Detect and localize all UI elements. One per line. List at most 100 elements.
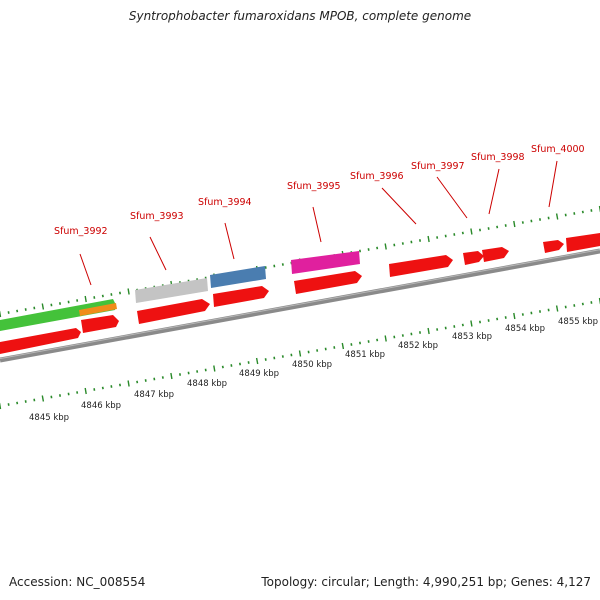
ruler-minor-tick (221, 365, 224, 369)
ruler-minor-tick (316, 349, 319, 352)
genome-backbone (0, 248, 600, 363)
cds-arrow[interactable] (482, 247, 509, 262)
ruler-minor-tick (281, 355, 284, 358)
gene-label[interactable]: Sfum_3995 (287, 181, 341, 192)
cds-arrow[interactable] (213, 286, 269, 307)
cds-arrow[interactable] (463, 251, 484, 265)
ruler-major-tick (513, 312, 516, 320)
ruler-major-tick (555, 305, 559, 312)
scale-label: 4853 kbp (452, 332, 492, 342)
scale-label: 4848 kbp (187, 379, 227, 389)
page-title: Syntrophobacter fumaroxidans MPOB, compl… (128, 9, 472, 23)
ruler-major-tick (427, 235, 430, 243)
scale-label: 4850 kbp (292, 360, 332, 370)
gene-labels: Sfum_3992 Sfum_3993 Sfum_3994 Sfum_3995 Sfum… (54, 144, 585, 237)
ruler-minor-tick (376, 338, 379, 342)
ruler-major-tick (127, 288, 130, 295)
gene-leader-line (436, 176, 468, 219)
scale-label: 4851 kbp (345, 350, 385, 360)
ruler-minor-tick (76, 299, 79, 302)
ruler-major-tick (298, 350, 302, 357)
feature-blue[interactable] (210, 266, 266, 288)
ruler-major-tick (341, 342, 345, 350)
scale-label: 4852 kbp (398, 341, 438, 351)
gene-leader-line (224, 222, 235, 260)
gene-leader-line (548, 160, 558, 208)
ruler-minor-tick (196, 370, 199, 373)
ruler-minor-tick (16, 401, 19, 405)
cds-arrow[interactable] (294, 271, 362, 294)
gene-leaders (79, 160, 558, 286)
ruler-major-tick (555, 213, 559, 220)
gene-label[interactable]: Sfum_3992 (54, 226, 108, 237)
ruler-minor-tick (496, 225, 499, 229)
ruler-major-tick (470, 320, 473, 327)
ruler-major-tick (470, 228, 473, 235)
scale-label: 4854 kbp (505, 324, 545, 334)
ruler-minor-tick (16, 309, 19, 313)
scale-labels: 4845 kbp 4846 kbp 4847 kbp 4848 kbp 4849 kbp… (29, 317, 598, 423)
ruler-minor-tick (436, 236, 439, 239)
cds-arrow[interactable] (0, 328, 81, 354)
ruler-minor-tick (436, 328, 439, 331)
ruler-major-tick (0, 310, 2, 318)
ruler-minor-tick (76, 391, 79, 394)
ruler-major-tick (384, 335, 387, 342)
ruler-major-tick (384, 243, 387, 250)
ruler-major-tick (213, 365, 216, 372)
ruler-minor-tick (401, 334, 404, 337)
cds-arrow[interactable] (137, 299, 210, 324)
scale-label: 4846 kbp (81, 401, 121, 411)
ruler-minor-tick (161, 376, 164, 379)
gene-label[interactable]: Sfum_3998 (471, 152, 525, 163)
cds-track (0, 233, 600, 354)
ruler-minor-tick (401, 242, 404, 245)
ruler-minor-tick (581, 210, 584, 214)
gene-leader-line (312, 206, 322, 243)
gene-label[interactable]: Sfum_3997 (411, 161, 465, 172)
ruler-major-tick (255, 357, 259, 365)
ruler-major-tick (127, 380, 130, 387)
ruler-minor-tick (136, 380, 139, 384)
cds-arrow[interactable] (566, 233, 600, 252)
scale-label: 4855 kbp (558, 317, 598, 327)
feature-orange[interactable] (79, 303, 117, 316)
feature-gray[interactable] (135, 278, 208, 303)
gene-leader-line (381, 187, 417, 225)
gene-leader-line (488, 168, 500, 215)
cds-arrow[interactable] (81, 315, 119, 333)
inner-ruler (0, 297, 600, 410)
scale-label: 4849 kbp (239, 369, 279, 379)
ruler-major-tick (170, 372, 173, 380)
gene-label[interactable]: Sfum_3996 (350, 171, 404, 182)
ruler-major-tick (41, 303, 45, 310)
ruler-minor-tick (461, 323, 464, 327)
scale-label: 4847 kbp (134, 390, 174, 400)
ruler-major-tick (84, 295, 87, 303)
ruler-major-tick (84, 387, 87, 395)
feature-track (0, 251, 360, 331)
ruler-minor-tick (496, 317, 499, 321)
cds-arrow[interactable] (389, 255, 453, 277)
genome-summary: Topology: circular; Length: 4,990,251 bp… (261, 575, 591, 589)
ruler-minor-tick (376, 246, 379, 250)
ruler-major-tick (427, 327, 430, 335)
ruler-minor-tick (461, 231, 464, 235)
cds-arrow[interactable] (543, 240, 564, 253)
gene-label[interactable]: Sfum_3993 (130, 211, 184, 222)
ruler-minor-tick (521, 313, 524, 316)
genome-backbone-highlight (0, 249, 600, 360)
ruler-minor-tick (521, 221, 524, 224)
ruler-major-tick (41, 395, 45, 402)
ruler-minor-tick (101, 294, 104, 298)
gene-label[interactable]: Sfum_4000 (531, 144, 585, 155)
gene-label[interactable]: Sfum_3994 (198, 197, 252, 208)
ruler-major-tick (0, 402, 2, 410)
feature-green[interactable] (0, 299, 116, 331)
scale-label: 4845 kbp (29, 413, 69, 423)
accession-label: Accession: NC_008554 (9, 575, 146, 589)
feature-magenta[interactable] (291, 251, 360, 274)
ruler-minor-tick (281, 263, 284, 266)
ruler-major-tick (513, 220, 516, 228)
